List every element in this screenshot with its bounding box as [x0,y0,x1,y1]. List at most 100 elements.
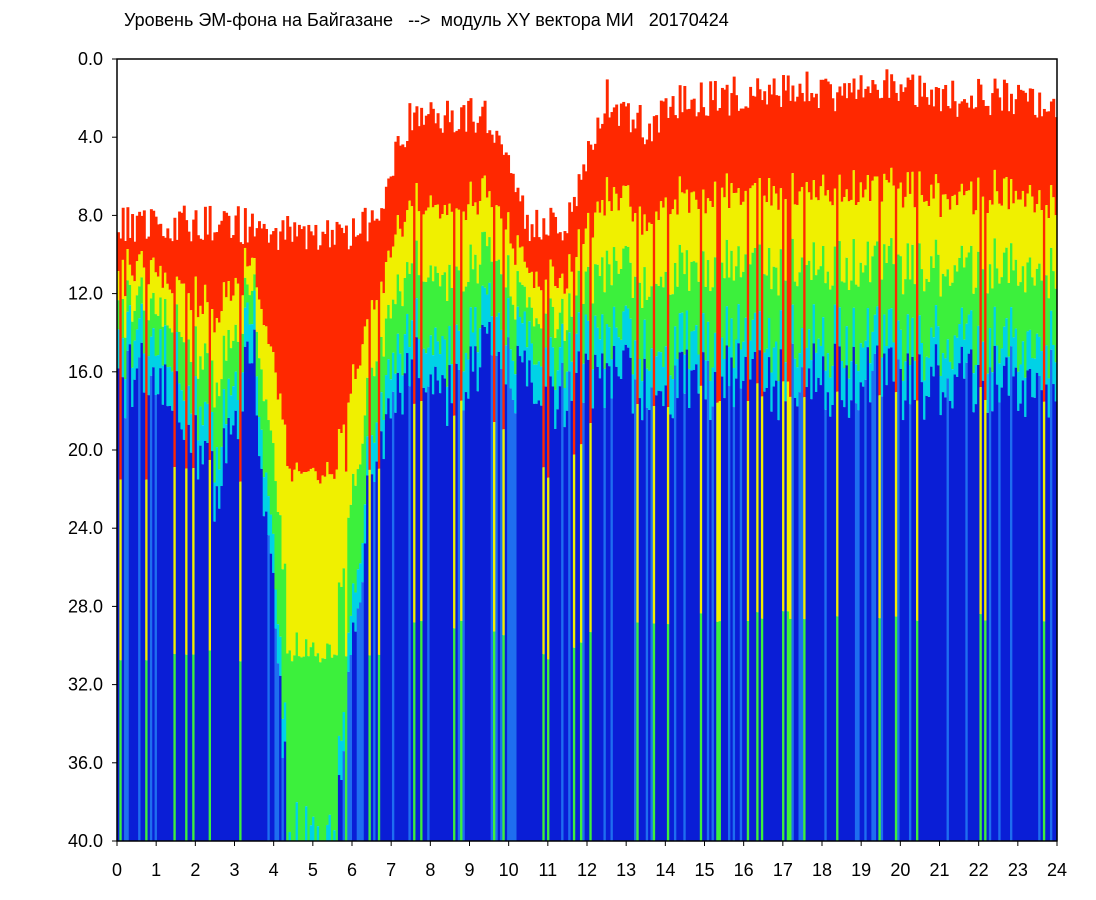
heatmap-cell [626,246,630,309]
heatmap-cell [260,468,264,841]
heatmap-cell [974,404,978,841]
heatmap-cell [382,459,386,841]
heatmap-cell [441,275,445,336]
heatmap-cell [547,235,550,478]
heatmap-cell [876,306,879,346]
y-axis: 0.04.08.012.016.020.024.028.032.036.040.… [68,49,117,851]
heatmap-cell [359,464,362,564]
heatmap-cell [438,218,442,287]
heatmap-cell [916,400,919,621]
heatmap-cell [601,123,605,201]
heatmap-cell [250,324,254,364]
heatmap-cell [253,258,257,275]
heatmap-cell [347,517,351,633]
heatmap-cell [394,412,398,841]
heatmap-cell [913,284,917,361]
heatmap-cell [1010,179,1013,244]
x-tick-label: 3 [229,860,239,880]
heatmap-cell [887,348,891,841]
heatmap-cell [939,415,943,841]
heatmap-cell [140,277,144,304]
heatmap-cell [128,344,132,841]
heatmap-cell [864,379,868,841]
heatmap-cell [796,367,800,407]
heatmap-cell [507,212,511,256]
heatmap-cell [161,404,165,841]
heatmap-cell [831,98,835,206]
heatmap-cell [453,132,456,416]
heatmap-cell [901,207,905,295]
heatmap-cell [142,310,146,354]
heatmap-cell [417,211,421,276]
heatmap-cell [203,206,207,285]
heatmap-cell [890,238,894,309]
heatmap-cell [840,281,844,362]
heatmap-cell [826,353,830,393]
heatmap-cell [361,543,365,583]
heatmap-cell [528,360,532,841]
heatmap-cell [977,325,981,365]
heatmap-cell [927,357,931,398]
heatmap-cell [833,304,837,344]
heatmap-cell [645,139,649,232]
heatmap-cell [380,336,384,393]
heatmap-cell [281,718,285,758]
heatmap-cell [871,80,875,181]
heatmap-cell [422,214,426,282]
heatmap-cell [319,662,323,841]
heatmap-cell [979,614,983,841]
heatmap-cell [495,316,499,356]
heatmap-cell [279,231,283,394]
heatmap-cell [297,224,301,472]
heatmap-cell [822,174,825,246]
heatmap-cell [300,229,304,474]
heatmap-cell [770,411,774,841]
heatmap-cell [438,128,442,219]
heatmap-cell [575,372,579,841]
heatmap-cell [631,119,635,222]
heatmap-cell [723,278,727,359]
heatmap-cell [288,831,292,841]
heatmap-cell [429,374,433,841]
heatmap-cell [356,569,360,609]
heatmap-cell [206,353,210,404]
heatmap-cell [342,424,346,569]
heatmap-cell [255,415,259,841]
heatmap-cell [885,263,889,347]
heatmap-cell [189,361,193,414]
heatmap-cell [159,329,163,369]
heatmap-cell [857,286,861,372]
heatmap-cell [749,340,753,380]
heatmap-cell [587,359,590,841]
heatmap-cell [145,238,149,480]
heatmap-cell [601,314,605,354]
heatmap-cell [199,356,203,407]
heatmap-cell [955,337,959,377]
heatmap-cell [246,341,250,841]
heatmap-cell [180,390,184,430]
heatmap-cell [1000,348,1004,388]
heatmap-cell [474,132,478,203]
heatmap-cell [149,298,153,337]
heatmap-cell [316,249,320,481]
heatmap-cell [389,257,393,319]
heatmap-cell [347,402,351,518]
heatmap-cell [807,329,811,369]
heatmap-cell [314,656,318,841]
y-tick-label: 40.0 [68,831,103,851]
heatmap-cell [356,469,360,570]
heatmap-cell [840,201,844,282]
heatmap-cell [523,228,527,262]
heatmap-cell [861,347,865,387]
heatmap-cell [213,521,217,841]
heatmap-cell [558,278,562,313]
heatmap-cell [878,395,882,619]
heatmap-cell [631,221,635,298]
heatmap-cell [1000,110,1004,206]
heatmap-cell [568,371,572,841]
heatmap-cell [857,202,861,287]
heatmap-cell [763,91,767,196]
heatmap-cell [970,181,973,246]
heatmap-cell [436,380,440,841]
heatmap-cell [690,99,694,193]
